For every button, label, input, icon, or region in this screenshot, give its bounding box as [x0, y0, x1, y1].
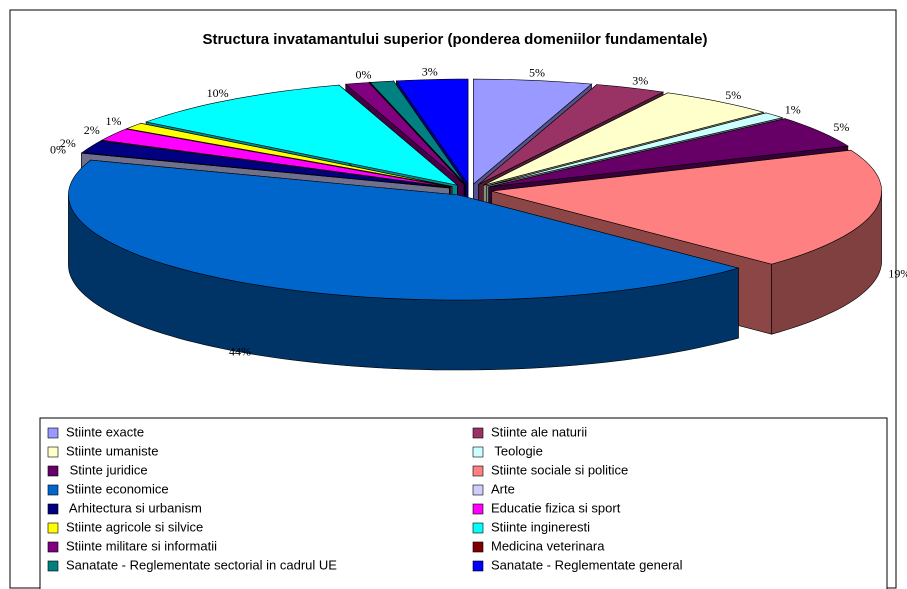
- legend-label: Teologie: [491, 443, 543, 458]
- slice-top: [100, 128, 451, 188]
- data-label: 1%: [105, 114, 121, 128]
- legend-swatch: [47, 427, 59, 439]
- slice-top: [68, 159, 740, 301]
- legend-swatch: [47, 541, 59, 553]
- slice-top: [483, 92, 765, 186]
- legend-box: [39, 417, 888, 589]
- slice-top: [144, 84, 458, 186]
- legend-label: Sanatate - Reglementate general: [491, 557, 683, 572]
- legend-label: Stiinte ale naturii: [491, 424, 587, 439]
- legend-label: Stiinte exacte: [66, 424, 144, 439]
- slice-top: [369, 82, 465, 185]
- legend-label: Stiinte agricole si silvice: [66, 519, 203, 534]
- data-label: 2%: [84, 123, 100, 137]
- data-label: 19%: [888, 266, 907, 280]
- legend-label: Stiinte militare si informatii: [66, 538, 217, 553]
- data-label: 5%: [529, 66, 545, 80]
- data-label: 2%: [60, 136, 76, 150]
- data-label: 5%: [725, 88, 741, 102]
- legend-swatch: [472, 446, 484, 458]
- legend-swatch: [472, 522, 484, 534]
- legend-swatch: [472, 560, 484, 572]
- slice-top: [478, 84, 665, 185]
- slice-top: [125, 122, 453, 187]
- legend-swatch: [47, 484, 59, 496]
- legend-label: Arte: [491, 481, 515, 496]
- slice: [68, 159, 740, 371]
- legend-swatch: [47, 522, 59, 534]
- legend-label: Medicina veterinara: [491, 538, 605, 553]
- legend-label: Stiinte economice: [66, 481, 169, 496]
- slice-top: [81, 140, 450, 188]
- legend-label: Stiinte umaniste: [66, 443, 159, 458]
- legend-swatch: [472, 427, 484, 439]
- slice-top: [491, 149, 882, 265]
- legend-swatch: [47, 503, 59, 515]
- legend-label: Sanatate - Reglementate sectorial in cad…: [66, 557, 337, 572]
- legend-swatch: [47, 465, 59, 477]
- slice-top: [344, 82, 465, 185]
- slice-top: [486, 112, 784, 187]
- chart-title: Structura invatamantului superior (ponde…: [202, 31, 707, 48]
- data-label: 1%: [785, 103, 801, 117]
- legend-swatch: [47, 560, 59, 572]
- legend-swatch: [472, 465, 484, 477]
- legend-swatch: [472, 503, 484, 515]
- legend-swatch: [47, 446, 59, 458]
- slice-top: [395, 78, 469, 186]
- legend-label: Stiinte sociale si politice: [491, 462, 628, 477]
- data-label: 3%: [422, 65, 438, 79]
- legend-label: Stiinte ingineresti: [491, 519, 590, 534]
- legend-swatch: [472, 484, 484, 496]
- legend: Stiinte exacte Stiinte ale naturii Stiinte…: [47, 424, 683, 572]
- data-label: 0%: [50, 143, 66, 157]
- pie: 5%3%5%1%5%19%44%0%2%2%1%10%0%3%: [50, 65, 907, 371]
- data-label: 10%: [207, 86, 229, 100]
- data-label: 5%: [833, 120, 849, 134]
- data-label: 0%: [355, 68, 371, 82]
- legend-label: Stinte juridice: [66, 462, 148, 477]
- slice-top: [473, 78, 593, 185]
- slice-top: [488, 118, 849, 188]
- slice-top: [81, 152, 450, 189]
- legend-label: Educatie fizica si sport: [491, 500, 621, 515]
- data-label: 3%: [632, 73, 648, 87]
- legend-label: Arhitectura si urbanism: [66, 500, 202, 515]
- slice-top: [369, 80, 466, 185]
- data-label: 44%: [229, 345, 251, 359]
- legend-swatch: [472, 541, 484, 553]
